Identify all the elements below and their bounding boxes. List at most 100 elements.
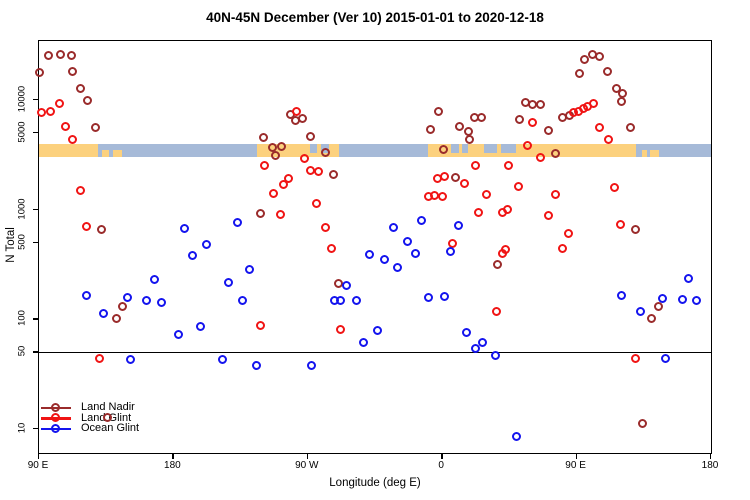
data-point-land-nadir [646, 314, 656, 324]
y-tick-label: 500 [16, 233, 28, 250]
data-point-land-glint [514, 182, 523, 192]
data-point-land-glint [470, 160, 480, 170]
data-point-land-glint [313, 166, 323, 176]
data-point-ocean-glint [372, 326, 382, 336]
x-tick-label: 180 [701, 460, 719, 471]
data-point-ocean-glint [424, 292, 434, 302]
data-point-land-glint [320, 222, 330, 232]
x-axis-tick [710, 453, 712, 459]
data-point-ocean-glint [617, 290, 627, 300]
data-point-ocean-glint [81, 290, 91, 300]
data-point-ocean-glint [635, 307, 645, 317]
data-point-land-nadir [455, 122, 465, 132]
legend-label: Ocean Glint [81, 422, 140, 434]
data-point-ocean-glint [393, 262, 403, 272]
data-point-ocean-glint [98, 308, 108, 318]
data-point-ocean-glint [490, 350, 500, 360]
data-point-ocean-glint [232, 217, 242, 227]
data-point-ocean-glint [188, 250, 198, 260]
data-point-land-glint [551, 189, 561, 199]
data-point-land-glint [603, 135, 613, 145]
data-point-land-nadir [463, 126, 473, 136]
x-axis-tick [575, 453, 577, 459]
legend-marker-ocean-glint [51, 423, 60, 433]
data-point-land-glint [284, 174, 294, 184]
data-point-land-glint [528, 117, 538, 127]
data-point-land-nadir [43, 50, 53, 60]
x-tick-label: 90 E [565, 460, 586, 471]
y-axis-tick [33, 351, 38, 353]
data-point-ocean-glint [358, 338, 368, 348]
data-point-land-nadir [476, 113, 486, 123]
map-strip-land [39, 144, 98, 157]
data-point-land-nadir [653, 301, 663, 311]
data-point-ocean-glint [388, 223, 398, 233]
data-point-land-nadir [493, 259, 503, 269]
data-point-land-nadir [594, 51, 604, 61]
y-axis-tick [33, 318, 38, 320]
data-point-ocean-glint [157, 297, 167, 307]
data-point-ocean-glint [238, 295, 248, 305]
data-point-ocean-glint [351, 296, 361, 306]
data-point-ocean-glint [365, 250, 375, 260]
data-point-ocean-glint [251, 361, 261, 371]
data-point-ocean-glint [677, 295, 687, 305]
data-point-land-glint [299, 154, 309, 164]
map-strip-sea [501, 144, 517, 153]
reference-line-50 [39, 352, 711, 354]
x-axis-tick [306, 453, 309, 459]
data-point-ocean-glint [511, 431, 521, 441]
data-point-land-glint [311, 198, 321, 208]
data-point-land-glint [256, 321, 266, 331]
x-tick-label: 180 [164, 460, 181, 471]
data-point-ocean-glint [410, 249, 420, 259]
data-point-land-nadir [328, 169, 338, 179]
data-point-ocean-glint [150, 275, 160, 285]
data-point-land-glint [260, 160, 270, 170]
data-point-land-nadir [290, 115, 300, 125]
data-point-land-glint [54, 98, 64, 108]
data-point-land-nadir [306, 131, 316, 141]
data-point-land-nadir [637, 419, 647, 429]
data-point-land-glint [543, 210, 553, 220]
data-point-ocean-glint [661, 354, 671, 364]
data-point-land-glint [278, 179, 288, 189]
legend-label: Land Nadir [81, 401, 135, 413]
map-strip-island [102, 150, 110, 157]
data-point-land-glint [616, 219, 626, 229]
y-tick-label: 10 [16, 422, 28, 433]
data-point-land-glint [535, 153, 545, 163]
y-tick-label: 10000 [16, 85, 28, 113]
data-point-land-glint [327, 243, 337, 253]
map-strip-land [428, 144, 637, 157]
x-tick-label: 0 [438, 460, 444, 471]
data-point-land-nadir [602, 67, 612, 77]
map-strip-island [641, 150, 647, 157]
data-point-land-nadir [259, 133, 269, 143]
x-axis-tick [172, 453, 174, 459]
data-point-ocean-glint [692, 296, 702, 306]
map-strip-sea [484, 144, 497, 153]
data-point-land-nadir [535, 100, 545, 110]
legend-marker-land-glint [51, 413, 60, 422]
data-point-ocean-glint [245, 265, 255, 275]
data-point-ocean-glint [223, 277, 233, 287]
data-point-land-glint [522, 140, 532, 150]
x-tick-label: 90 W [295, 460, 319, 471]
y-axis-tick [33, 241, 38, 243]
map-strip-island [649, 150, 660, 157]
data-point-land-nadir [117, 301, 127, 311]
data-point-ocean-glint [122, 293, 132, 303]
data-point-ocean-glint [195, 321, 205, 331]
data-point-land-nadir [543, 125, 553, 135]
data-point-land-nadir [617, 96, 627, 106]
map-strip-island [112, 150, 122, 157]
data-point-land-glint [481, 189, 491, 199]
data-point-land-glint [497, 248, 507, 258]
data-point-land-nadir [56, 49, 66, 59]
map-strip-sea [462, 144, 469, 153]
data-point-land-nadir [514, 115, 524, 125]
data-point-ocean-glint [446, 247, 456, 257]
data-point-land-glint [60, 121, 70, 131]
